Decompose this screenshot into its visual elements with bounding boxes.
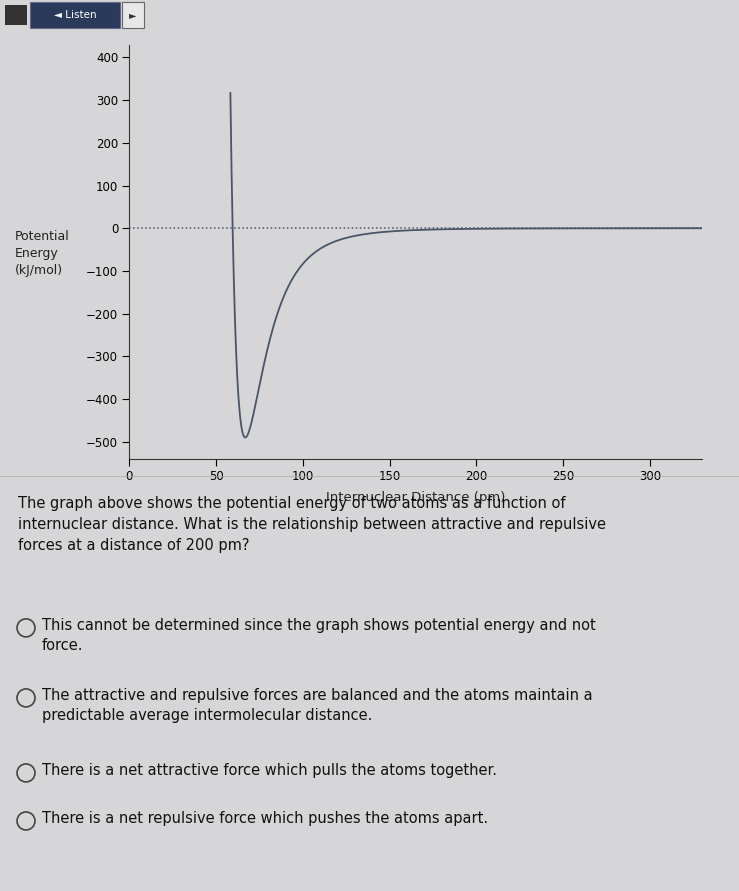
Text: The attractive and repulsive forces are balanced and the atoms maintain a
predic: The attractive and repulsive forces are …: [42, 688, 593, 723]
Text: Potential
Energy
(kJ/mol): Potential Energy (kJ/mol): [15, 231, 69, 277]
Text: The graph above shows the potential energy of two atoms as a function of
internu: The graph above shows the potential ener…: [18, 495, 606, 552]
Bar: [5, 5, 27, 25]
Text: There is a net repulsive force which pushes the atoms apart.: There is a net repulsive force which pus…: [42, 811, 488, 826]
Bar: [122, 2, 144, 29]
Text: This cannot be determined since the graph shows potential energy and not
force.: This cannot be determined since the grap…: [42, 617, 596, 653]
Text: ◄ Listen: ◄ Listen: [54, 10, 96, 20]
Text: ►: ►: [129, 10, 137, 20]
Bar: [30, 2, 120, 29]
X-axis label: Internuclear Distance (pm): Internuclear Distance (pm): [326, 491, 505, 504]
Text: There is a net attractive force which pulls the atoms together.: There is a net attractive force which pu…: [42, 763, 497, 778]
